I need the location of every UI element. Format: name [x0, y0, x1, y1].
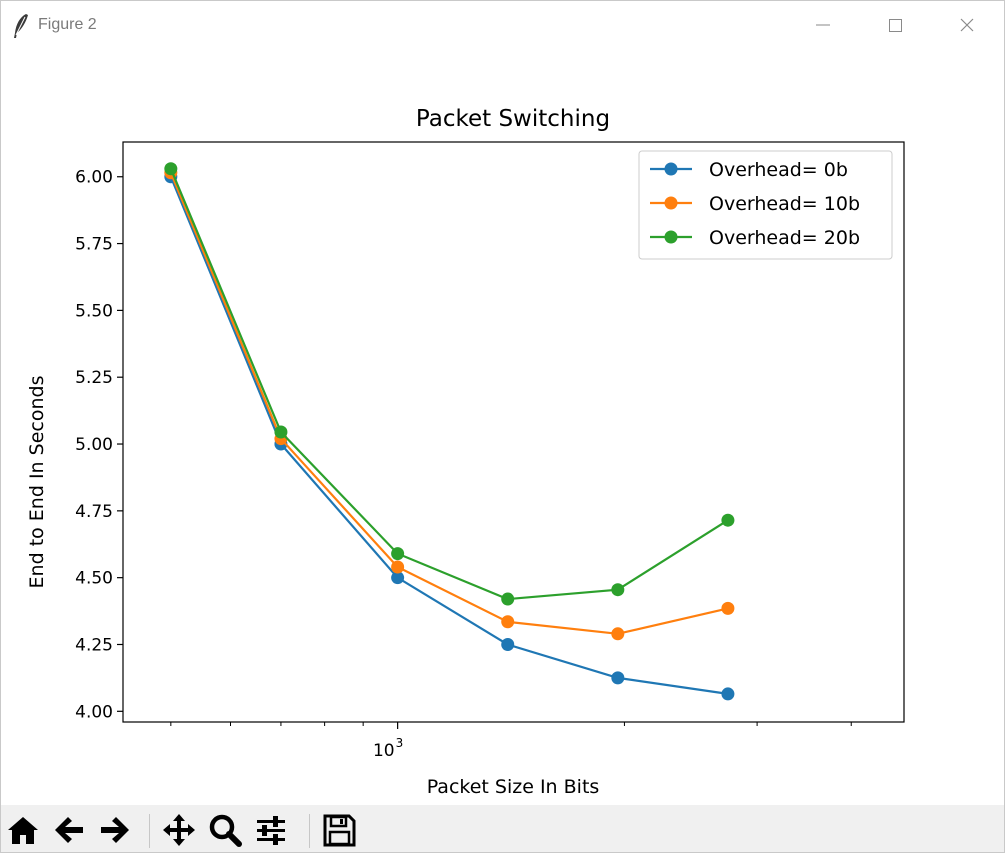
- legend-label: Overhead= 10b: [709, 193, 860, 215]
- minimize-button[interactable]: [800, 6, 846, 44]
- pan-icon: [163, 814, 195, 846]
- y-axis-label: End to End In Seconds: [26, 376, 48, 589]
- zoom-button[interactable]: [206, 811, 244, 849]
- series-point: [611, 671, 625, 685]
- zoom-icon: [209, 814, 242, 847]
- series-point: [501, 615, 515, 629]
- legend-marker: [664, 162, 678, 176]
- chart-title: Packet Switching: [416, 106, 610, 132]
- x-tick-label: 10: [373, 741, 395, 761]
- maximize-button[interactable]: [872, 6, 918, 44]
- save-icon: [323, 814, 356, 847]
- feather-icon: [14, 14, 28, 38]
- close-button[interactable]: [944, 6, 990, 44]
- series-line: [169, 172, 729, 635]
- home-button[interactable]: [4, 811, 42, 849]
- series-point: [391, 547, 405, 561]
- back-button[interactable]: [50, 811, 88, 849]
- y-tick-label: 4.25: [75, 635, 113, 655]
- legend-marker: [664, 230, 678, 244]
- series-point: [501, 592, 515, 606]
- close-icon: [960, 18, 974, 32]
- series-line: [169, 168, 729, 601]
- series-point: [274, 425, 288, 439]
- y-tick-label: 5.75: [75, 235, 113, 255]
- y-tick-label: 4.00: [75, 702, 113, 722]
- series-point: [721, 513, 735, 527]
- window-title: Figure 2: [38, 16, 97, 33]
- minimize-icon: [816, 24, 830, 26]
- forward-arrow-icon: [101, 817, 129, 843]
- series-point: [164, 162, 178, 176]
- series-point: [501, 637, 515, 651]
- y-tick-label: 6.00: [75, 168, 113, 188]
- toolbar-separator: [149, 814, 150, 848]
- legend-marker: [664, 196, 678, 210]
- series-point: [611, 627, 625, 641]
- back-arrow-icon: [55, 817, 83, 843]
- maximize-icon: [889, 19, 902, 32]
- pan-button[interactable]: [160, 811, 198, 849]
- y-tick-label: 5.00: [75, 435, 113, 455]
- series-point: [721, 601, 735, 615]
- series-line: [169, 176, 729, 695]
- legend-label: Overhead= 20b: [709, 227, 860, 249]
- legend-label: Overhead= 0b: [709, 159, 848, 181]
- series-point: [391, 571, 405, 585]
- navigation-toolbar: [1, 805, 1004, 852]
- title-bar: Figure 2: [1, 1, 1004, 51]
- x-axis-label: Packet Size In Bits: [427, 776, 600, 798]
- figure-canvas[interactable]: Packet Switching 4.00 4.25 4.50 4.75 5.00 5.2…: [1, 51, 1004, 805]
- series-point: [611, 583, 625, 597]
- series-point: [721, 687, 735, 701]
- legend-box: [638, 150, 893, 260]
- forward-button[interactable]: [96, 811, 134, 849]
- y-tick-label: 4.75: [75, 502, 113, 522]
- y-tick-label: 5.50: [75, 301, 113, 321]
- axes-frame: [122, 141, 905, 723]
- home-icon: [8, 817, 38, 844]
- y-tick-label: 4.50: [75, 569, 113, 589]
- series-point: [391, 560, 405, 574]
- configure-subplots-button[interactable]: [252, 811, 290, 849]
- line-chart: Packet Switching 4.00 4.25 4.50 4.75 5.00 5.2…: [26, 106, 905, 798]
- y-tick-label: 5.25: [75, 368, 113, 388]
- legend: Overhead= 0b Overhead= 10b Overhead= 20b: [638, 150, 893, 260]
- save-button[interactable]: [320, 811, 358, 849]
- toolbar-separator: [309, 814, 310, 848]
- configure-subplots-icon: [257, 816, 285, 845]
- x-tick-exponent: 3: [396, 736, 404, 750]
